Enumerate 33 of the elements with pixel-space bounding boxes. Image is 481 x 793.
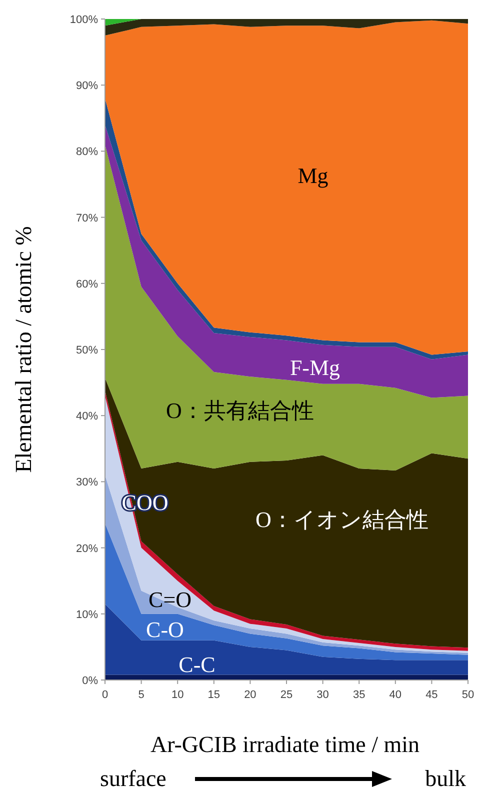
x-tick-label: 20 (244, 689, 256, 701)
x-tick-label: 25 (280, 689, 293, 701)
x-tick-label: 50 (462, 689, 474, 701)
x-tick-label: 35 (352, 689, 366, 701)
series-label: O：イオン結合性 (256, 507, 428, 532)
y-tick-label: 100% (70, 14, 98, 26)
x-tick-label: 45 (426, 689, 438, 701)
y-tick-label: 10% (76, 608, 98, 621)
y-axis-title: Elemental ratio / atomic % (11, 226, 36, 473)
x-tick-label: 30 (316, 689, 329, 701)
x-axis-title: Ar-GCIB irradiate time / min (150, 732, 420, 757)
text: surface (100, 766, 166, 791)
series-label: O：共有結合性 (166, 398, 314, 423)
y-tick-label: 50% (76, 344, 98, 356)
y-tick-label: 40% (76, 410, 98, 423)
text: bulk (425, 766, 466, 791)
series-label: C-O (146, 617, 184, 642)
series-label: C-C (178, 652, 216, 677)
x-tick-label: 5 (138, 689, 144, 701)
y-tick-label: 0% (82, 675, 98, 687)
y-tick-label: 30% (76, 476, 98, 489)
y-tick-label: 90% (76, 80, 98, 92)
series-label: Mg (298, 163, 328, 188)
y-tick-label: 20% (76, 542, 98, 555)
x-tick-label: 15 (208, 689, 220, 701)
y-tick-label: 60% (76, 278, 98, 290)
x-tick-label: 40 (389, 689, 402, 701)
series-label: F-Mg (290, 355, 340, 380)
x-tick-label: 0 (102, 689, 108, 701)
y-tick-label: 70% (76, 212, 98, 224)
y-tick-label: 80% (76, 146, 98, 158)
series-label: C=O (148, 587, 192, 612)
x-tick-label: 10 (171, 689, 184, 701)
